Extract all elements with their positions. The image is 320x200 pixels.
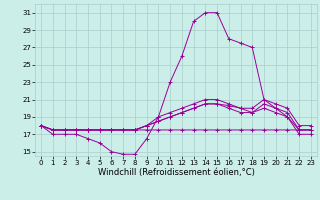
X-axis label: Windchill (Refroidissement éolien,°C): Windchill (Refroidissement éolien,°C) [98, 168, 254, 177]
